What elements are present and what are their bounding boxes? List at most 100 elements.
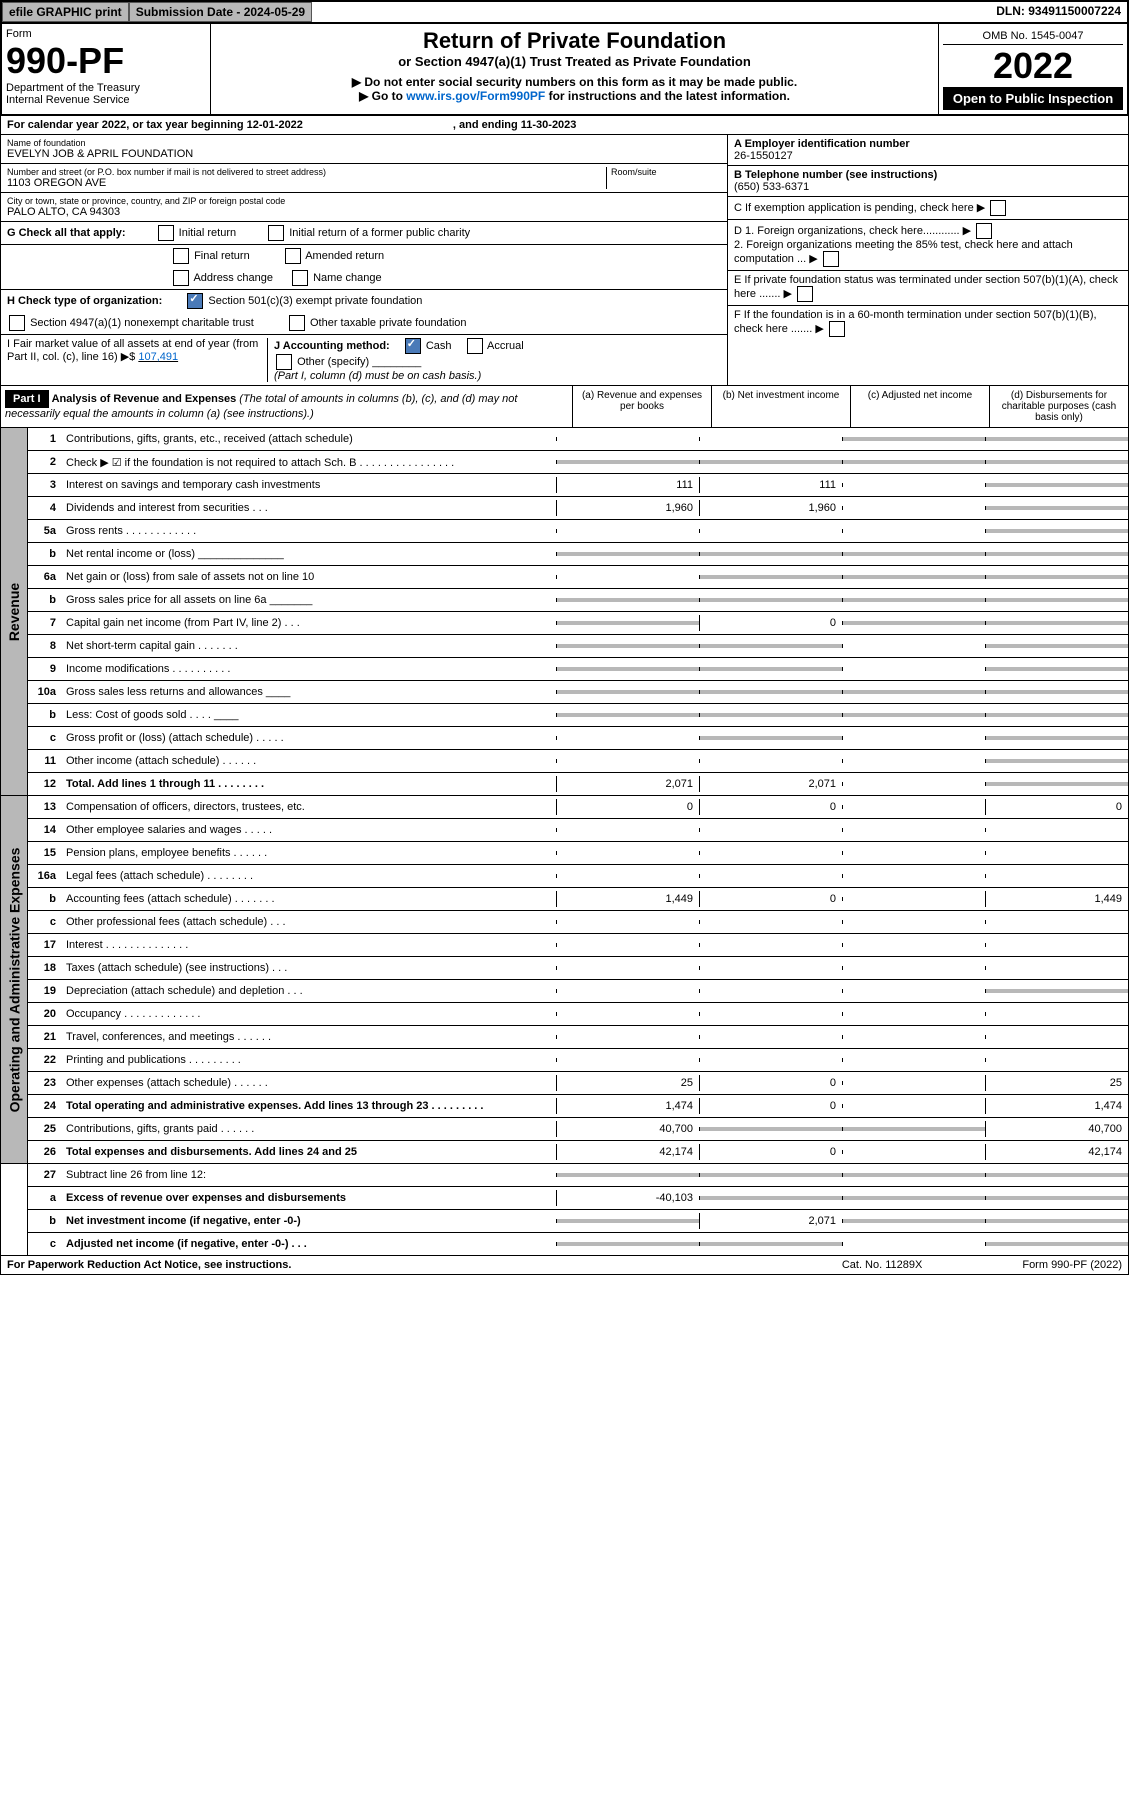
cell-d: 42,174 (985, 1144, 1128, 1160)
cell-c (842, 874, 985, 878)
chk-501c3[interactable] (187, 293, 203, 309)
g-addr: Address change (193, 272, 273, 284)
cell-c (842, 759, 985, 763)
chk-final[interactable] (173, 248, 189, 264)
chk-namech[interactable] (292, 270, 308, 286)
cell-a (556, 598, 699, 602)
line-text: Accounting fees (attach schedule) . . . … (62, 891, 556, 907)
chk-e[interactable] (797, 286, 813, 302)
cell-d (985, 759, 1128, 763)
j1: Cash (426, 340, 452, 352)
cell-c (842, 552, 985, 556)
chk-d2[interactable] (823, 251, 839, 267)
room-lbl: Room/suite (606, 167, 721, 189)
cell-b (699, 736, 842, 740)
cell-a (556, 713, 699, 717)
cell-a (556, 1242, 699, 1246)
chk-amend[interactable] (285, 248, 301, 264)
subdate-btn[interactable]: Submission Date - 2024-05-29 (129, 2, 312, 22)
line-text: Income modifications . . . . . . . . . . (62, 661, 556, 677)
cell-d (985, 736, 1128, 740)
line-text: Gross sales less returns and allowances … (62, 684, 556, 700)
cell-b: 0 (699, 891, 842, 907)
cell-c (842, 920, 985, 924)
line-no: 24 (28, 1100, 62, 1112)
cell-c (842, 437, 985, 441)
line-no: 11 (28, 755, 62, 767)
chk-initf[interactable] (268, 225, 284, 241)
cell-b (699, 552, 842, 556)
cell-a (556, 1035, 699, 1039)
form-link[interactable]: www.irs.gov/Form990PF (406, 89, 545, 103)
line-no: 21 (28, 1031, 62, 1043)
cell-a (556, 851, 699, 855)
cell-a (556, 920, 699, 924)
cell-a (556, 736, 699, 740)
line-no: 14 (28, 824, 62, 836)
cell-d (985, 989, 1128, 993)
cell-d (985, 828, 1128, 832)
form-label: Form (6, 28, 206, 40)
efile-btn[interactable]: efile GRAPHIC print (2, 2, 129, 22)
i-lbl: I Fair market value of all assets at end… (7, 338, 258, 363)
ftr-a: For Paperwork Reduction Act Notice, see … (7, 1259, 291, 1271)
chk-other-tax[interactable] (289, 315, 305, 331)
chk-f[interactable] (829, 321, 845, 337)
chk-accrual[interactable] (467, 338, 483, 354)
form-number: 990-PF (6, 40, 206, 82)
line-no: b (28, 594, 62, 606)
cell-d (985, 1196, 1128, 1200)
cell-d: 1,449 (985, 891, 1128, 907)
chk-cash[interactable] (405, 338, 421, 354)
g-amend: Amended return (305, 250, 384, 262)
line-text: Net short-term capital gain . . . . . . … (62, 638, 556, 654)
cell-c (842, 1173, 985, 1177)
cell-a: 42,174 (556, 1144, 699, 1160)
cell-c (842, 667, 985, 671)
line-no: 3 (28, 479, 62, 491)
dept: Department of the Treasury (6, 82, 206, 94)
cell-c (842, 805, 985, 809)
cell-c (842, 782, 985, 786)
cell-d (985, 1035, 1128, 1039)
chk-4947[interactable] (9, 315, 25, 331)
line-text: Subtract line 26 from line 12: (62, 1167, 556, 1183)
year: 2022 (943, 45, 1123, 87)
line-no: 23 (28, 1077, 62, 1089)
cell-c (842, 989, 985, 993)
j-note: (Part I, column (d) must be on cash basi… (274, 370, 481, 382)
g-initf: Initial return of a former public charit… (289, 227, 470, 239)
cell-a (556, 874, 699, 878)
chk-other-acct[interactable] (276, 354, 292, 370)
foundation-name: EVELYN JOB & APRIL FOUNDATION (7, 148, 721, 160)
chk-d1[interactable] (976, 223, 992, 239)
city-lbl: City or town, state or province, country… (7, 196, 721, 206)
line-text: Other income (attach schedule) . . . . .… (62, 753, 556, 769)
tel: (650) 533-6371 (734, 181, 809, 193)
cell-d (985, 1173, 1128, 1177)
line-no: c (28, 916, 62, 928)
cell-a: 111 (556, 477, 699, 493)
line-no: 17 (28, 939, 62, 951)
cell-c (842, 1035, 985, 1039)
name-lbl: Name of foundation (7, 138, 721, 148)
cell-a: 1,474 (556, 1098, 699, 1114)
chk-addrch[interactable] (173, 270, 189, 286)
fmv-link[interactable]: 107,491 (138, 351, 178, 363)
chk-initial[interactable] (158, 225, 174, 241)
line-no: 5a (28, 525, 62, 537)
line-text: Other expenses (attach schedule) . . . .… (62, 1075, 556, 1091)
cell-c (842, 736, 985, 740)
line-text: Compensation of officers, directors, tru… (62, 799, 556, 815)
cell-c (842, 943, 985, 947)
cell-d (985, 575, 1128, 579)
line-no: 9 (28, 663, 62, 675)
line-no: b (28, 709, 62, 721)
cell-a (556, 437, 699, 441)
chk-c[interactable] (990, 200, 1006, 216)
cell-c (842, 460, 985, 464)
c-lbl: C If exemption application is pending, c… (734, 202, 974, 214)
d1: D 1. Foreign organizations, check here..… (734, 225, 960, 237)
subtitle1: or Section 4947(a)(1) Trust Treated as P… (215, 54, 934, 69)
cell-c (842, 621, 985, 625)
